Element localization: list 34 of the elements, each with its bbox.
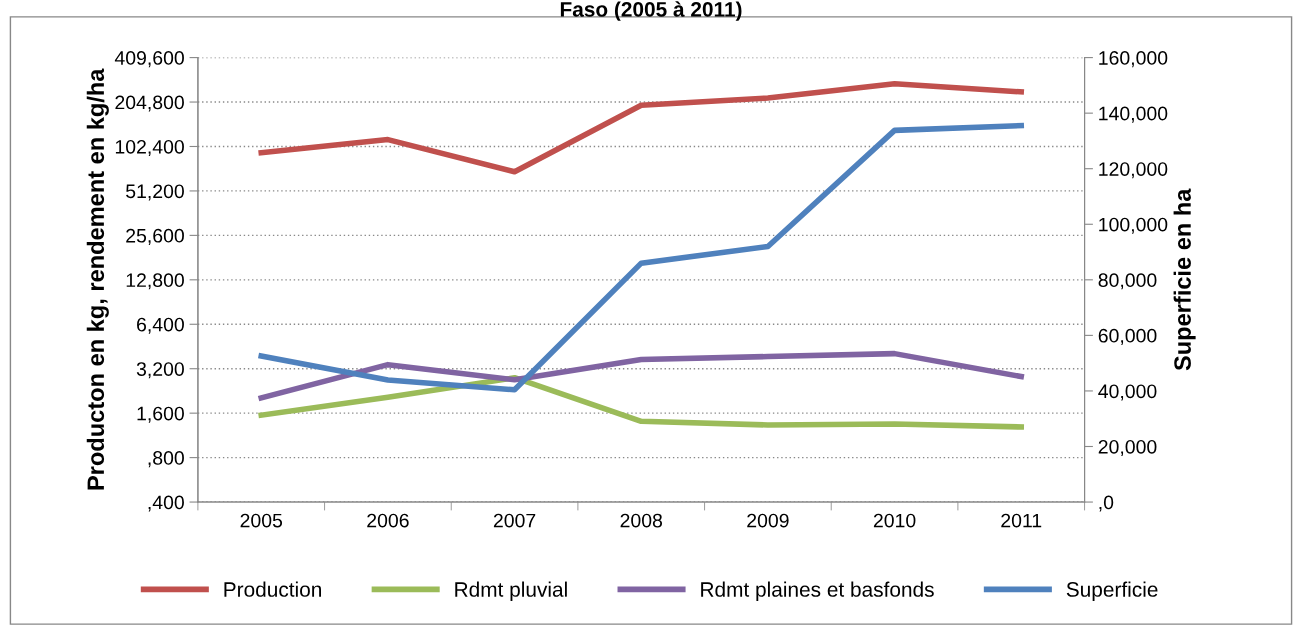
- y2-tick-label: 140,000: [1099, 106, 1168, 123]
- y2-tick-label: 60,000: [1098, 328, 1157, 345]
- y-tick-label: ,400: [148, 495, 184, 512]
- y2-tick-label: 160,000: [1099, 51, 1168, 68]
- chart-title: Faso (2005 à 2011): [560, 1, 742, 21]
- y-axis-title: Producton en kg, rendement en kg/ha: [86, 68, 109, 490]
- y2-tick-label: ,0: [1099, 495, 1114, 512]
- legend-label: Rdmt plaines et basfonds: [701, 581, 934, 601]
- x-tick-label: 2011: [1001, 513, 1042, 528]
- x-tick-label: 2005: [240, 513, 283, 528]
- y2-axis-title: Superficie en ha: [1173, 188, 1196, 371]
- legend-label: Superficie: [1066, 581, 1158, 601]
- y2-tick-label: 20,000: [1098, 439, 1157, 457]
- y2-tick-label: 100,000: [1099, 217, 1168, 234]
- y-tick-label: 12,800: [126, 273, 184, 290]
- y-tick-label: 51,200: [126, 184, 184, 201]
- y2-tick-label: 80,000: [1098, 273, 1157, 290]
- y-tick-label: ,800: [148, 451, 184, 468]
- y-tick-label: 102,400: [115, 139, 184, 157]
- legend-label: Production: [224, 581, 321, 597]
- y2-tick-label: 40,000: [1098, 384, 1157, 401]
- x-tick-label: 2009: [747, 513, 789, 528]
- legend-label: Rdmt pluvial: [455, 581, 567, 601]
- x-tick-label: 2007: [493, 513, 536, 528]
- y2-tick-label: 120,000: [1099, 162, 1168, 179]
- y-tick-label: 1,600: [137, 406, 184, 423]
- x-tick-label: 2010: [873, 513, 916, 528]
- y-tick-label: 409,600: [114, 51, 184, 68]
- x-tick-label: 2006: [367, 513, 409, 528]
- y-tick-label: 25,600: [126, 228, 184, 245]
- y-tick-label: 3,200: [136, 362, 184, 379]
- y-tick-label: 6,400: [137, 317, 184, 334]
- y-tick-label: 204,800: [115, 95, 184, 112]
- x-tick-label: 2008: [620, 513, 663, 528]
